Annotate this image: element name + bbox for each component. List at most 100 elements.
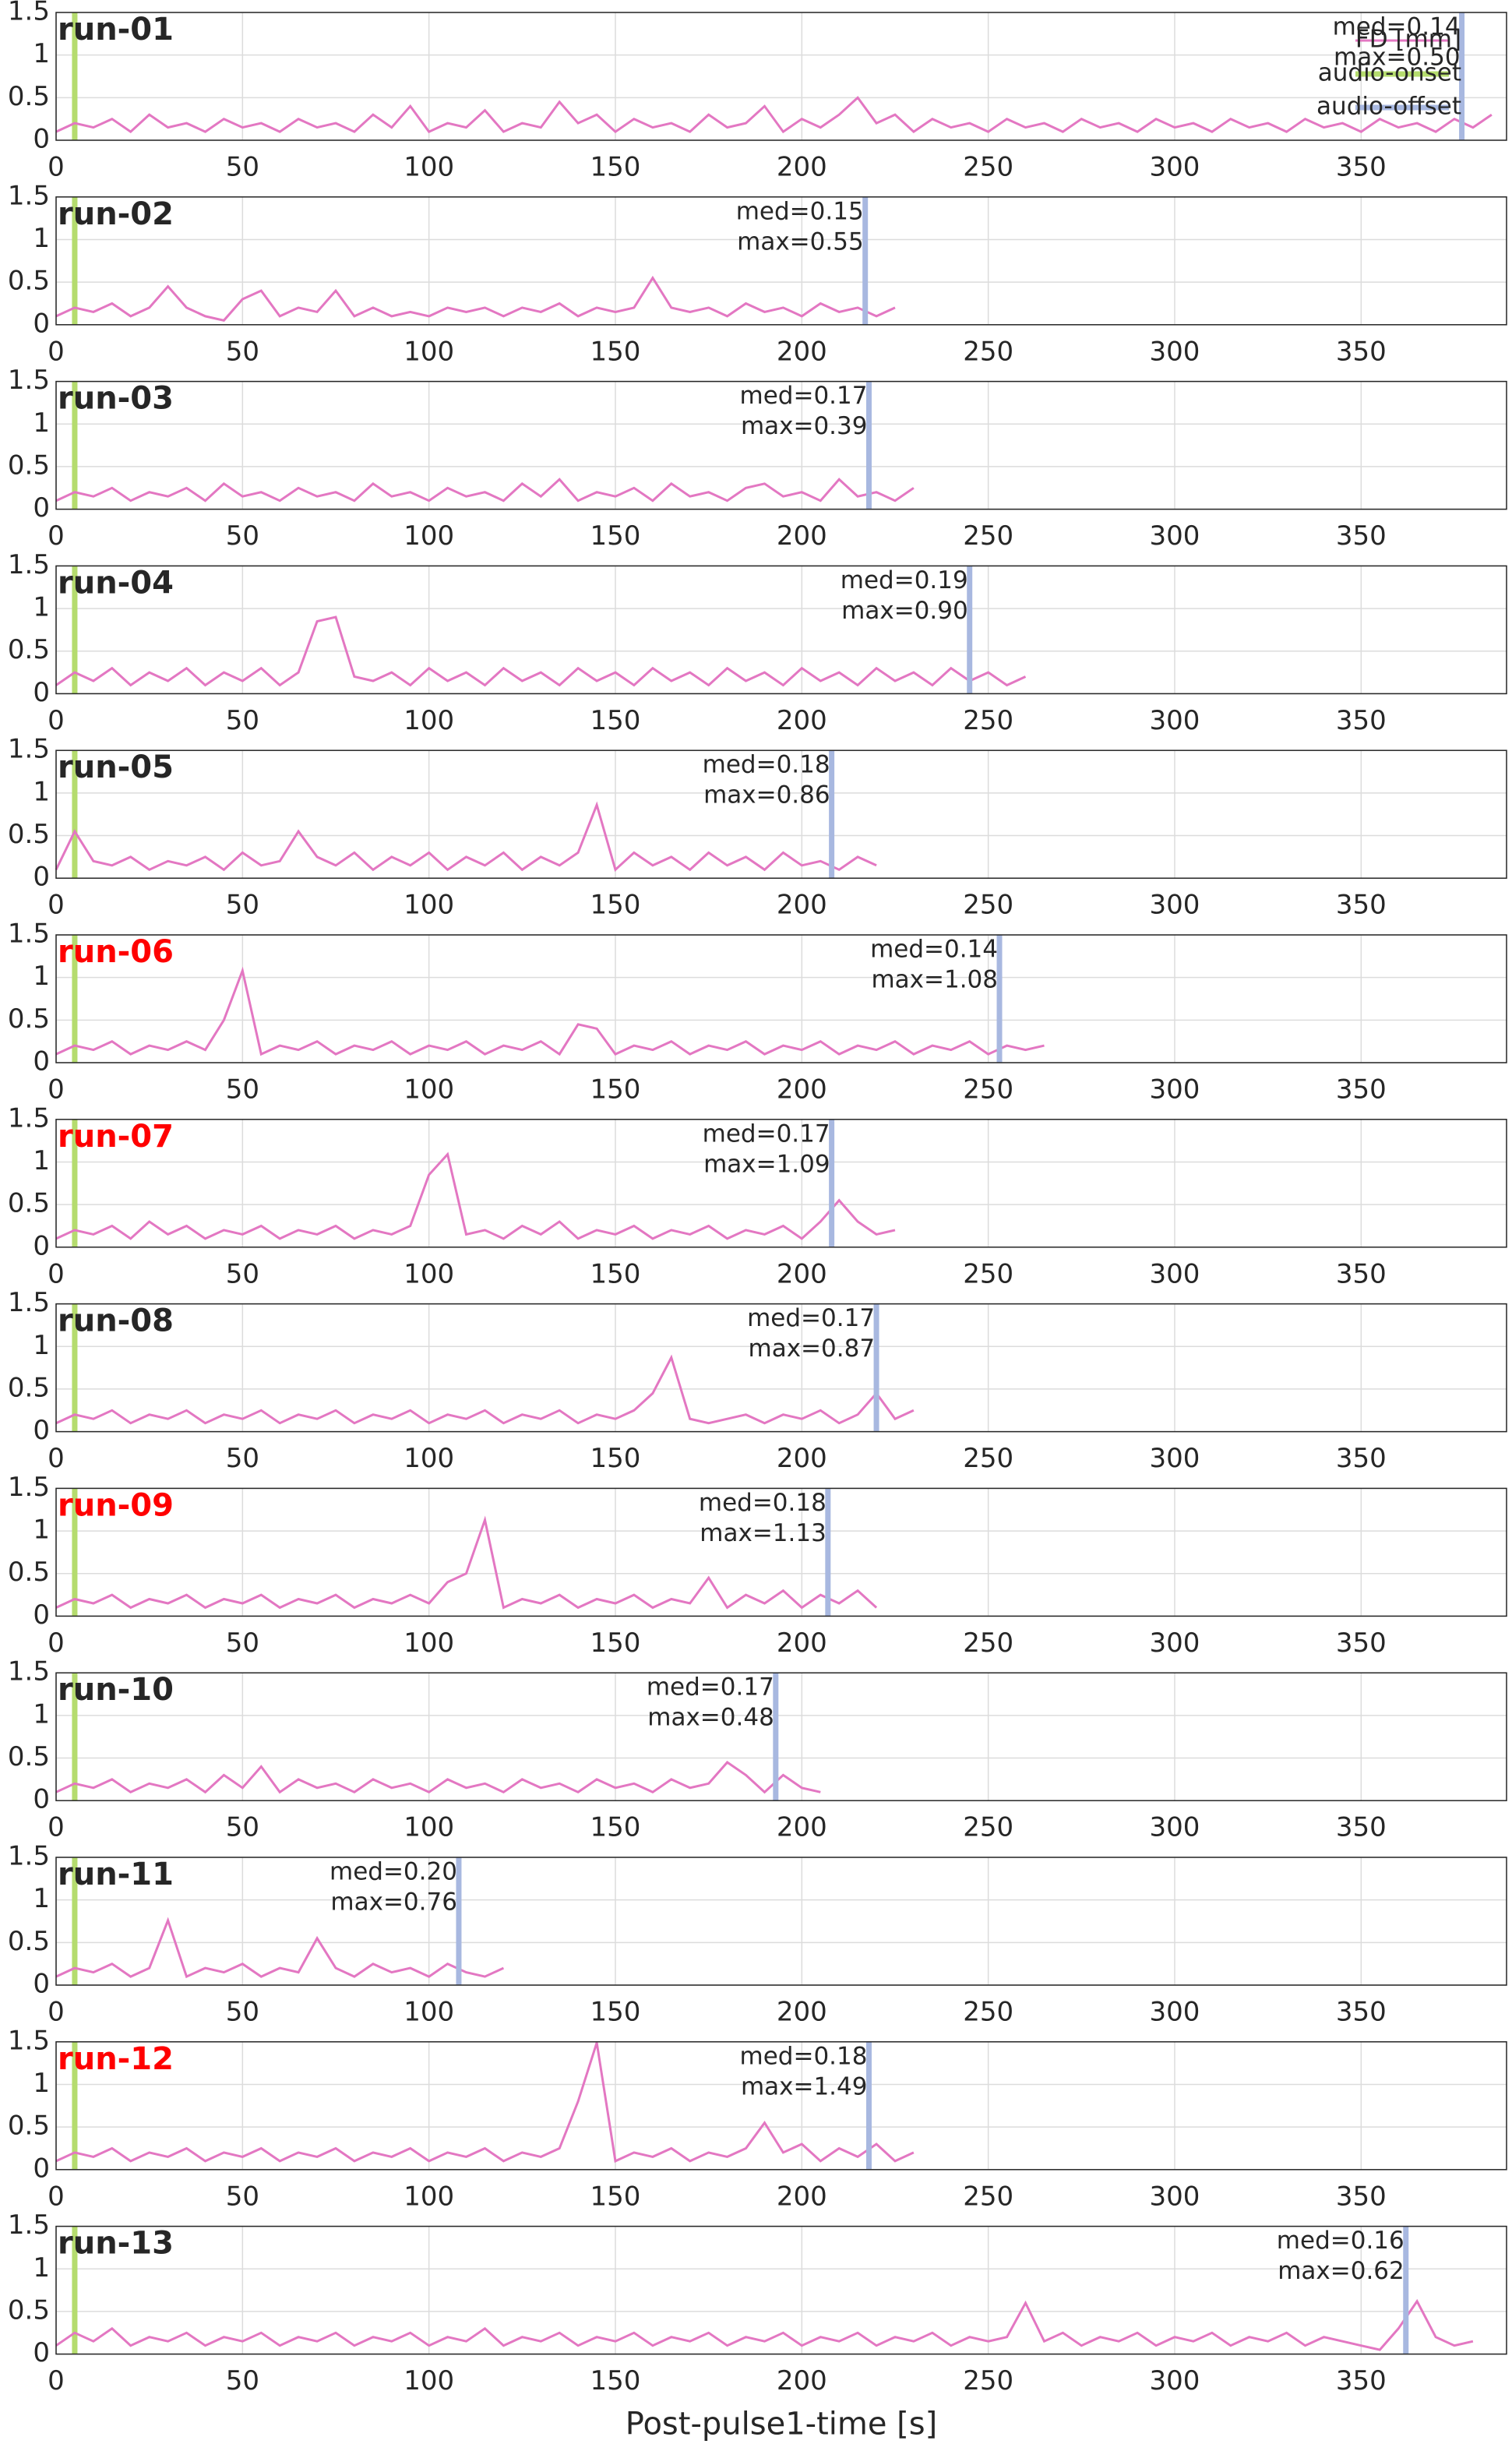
x-tick-label: 250 [963, 1443, 1013, 1474]
x-tick-label: 200 [777, 1258, 827, 1289]
axes-box [55, 196, 1507, 326]
fd-line [55, 801, 877, 873]
x-tick-label: 200 [777, 1074, 827, 1106]
annotation: med=0.17 [740, 382, 868, 410]
annotation: med=0.14 [870, 936, 998, 964]
x-tick-label: 50 [226, 2181, 259, 2212]
x-tick-label: 0 [48, 1997, 65, 2028]
x-tick-label: 200 [777, 705, 827, 736]
y-tick-label: 1 [33, 1330, 50, 1361]
x-tick-label: 350 [1336, 2181, 1387, 2212]
y-tick-label: 0.5 [8, 1926, 50, 1957]
x-tick-label: 350 [1336, 520, 1387, 552]
x-tick-label: 150 [590, 1074, 641, 1106]
axes-box [55, 934, 1507, 1063]
x-tick-label: 150 [590, 1997, 641, 2028]
annotation: max=0.76 [330, 1889, 457, 1917]
x-tick-label: 300 [1150, 336, 1200, 367]
x-tick-label: 150 [590, 152, 641, 183]
plot-area [56, 566, 1507, 694]
legend-label: audio-onset [1318, 59, 1461, 87]
x-tick-label: 50 [226, 152, 259, 183]
x-tick-label: 250 [963, 336, 1013, 367]
plot-area [56, 1857, 1507, 1985]
run-title: run-06 [58, 934, 174, 970]
x-tick-label: 100 [404, 336, 454, 367]
x-tick-label: 150 [590, 705, 641, 736]
y-tick-label: 1 [33, 1698, 50, 1730]
x-tick-label: 100 [404, 2365, 454, 2396]
x-tick-label: 250 [963, 1997, 1013, 2028]
axes-box [55, 1487, 1507, 1617]
annotation: med=0.19 [841, 566, 968, 594]
y-tick-label: 0 [33, 124, 50, 155]
x-tick-label: 350 [1336, 152, 1387, 183]
run-title: run-07 [58, 1119, 174, 1155]
annotation: max=0.39 [741, 412, 868, 440]
x-tick-label: 200 [777, 1812, 827, 1843]
y-tick-label: 0.5 [8, 81, 50, 112]
annotation: med=0.20 [330, 1858, 457, 1886]
y-tick-label: 1 [33, 961, 50, 992]
x-tick-label: 0 [48, 1443, 65, 1474]
fd-line [55, 96, 1493, 134]
y-tick-label: 1 [33, 223, 50, 254]
x-tick-label: 150 [590, 1443, 641, 1474]
y-tick-label: 0.5 [8, 1741, 50, 1772]
annotation: max=0.87 [749, 1335, 876, 1363]
x-tick-label: 300 [1150, 1997, 1200, 2028]
y-tick-label: 1.5 [8, 2025, 50, 2056]
x-tick-label: 150 [590, 336, 641, 367]
x-tick-label: 200 [777, 2365, 827, 2396]
plot-area [56, 1673, 1507, 1801]
y-tick-label: 0 [33, 1230, 50, 1261]
x-tick-label: 300 [1150, 2181, 1200, 2212]
axes-box [55, 1303, 1507, 1433]
x-tick-label: 150 [590, 2365, 641, 2396]
axes-box [55, 12, 1507, 141]
x-tick-label: 50 [226, 1628, 259, 1659]
x-tick-label: 50 [226, 890, 259, 921]
annotation: med=0.18 [740, 2042, 868, 2070]
x-tick-label: 0 [48, 2365, 65, 2396]
x-tick-label: 100 [404, 2181, 454, 2212]
annotation: max=1.13 [700, 1519, 826, 1547]
y-tick-label: 1.5 [8, 365, 50, 396]
x-tick-label: 250 [963, 705, 1013, 736]
plot-area [56, 196, 1507, 325]
x-tick-label: 250 [963, 520, 1013, 552]
y-tick-label: 0 [33, 1784, 50, 1815]
run-title: run-02 [58, 196, 174, 232]
x-tick-label: 300 [1150, 1812, 1200, 1843]
run-title: run-13 [58, 2226, 174, 2262]
y-tick-label: 0 [33, 2153, 50, 2184]
run-title: run-08 [58, 1303, 174, 1339]
plot-area [56, 1303, 1507, 1432]
y-tick-label: 0.5 [8, 1003, 50, 1035]
x-tick-label: 0 [48, 520, 65, 552]
y-tick-label: 0 [33, 1969, 50, 2000]
x-tick-label: 350 [1336, 2365, 1387, 2396]
y-tick-label: 1 [33, 1145, 50, 1176]
x-tick-label: 300 [1150, 1258, 1200, 1289]
annotation: med=0.18 [699, 1489, 826, 1517]
y-tick-label: 1.5 [8, 2209, 50, 2241]
x-tick-label: 50 [226, 2365, 259, 2396]
annotation: max=0.48 [647, 1704, 774, 1732]
axes-box [55, 380, 1507, 510]
fd-line [55, 1761, 821, 1794]
fd-line [55, 1515, 878, 1610]
y-tick-label: 0.5 [8, 2111, 50, 2142]
fd-line [55, 615, 1027, 687]
x-tick-label: 100 [404, 1997, 454, 2028]
fd-line [55, 2298, 1474, 2351]
run-title: run-09 [58, 1487, 174, 1523]
annotation: med=0.18 [703, 751, 830, 779]
x-tick-label: 100 [404, 1812, 454, 1843]
x-tick-label: 50 [226, 1443, 259, 1474]
y-tick-label: 0.5 [8, 450, 50, 481]
x-tick-label: 200 [777, 520, 827, 552]
x-tick-label: 150 [590, 1258, 641, 1289]
x-tick-label: 150 [590, 2181, 641, 2212]
